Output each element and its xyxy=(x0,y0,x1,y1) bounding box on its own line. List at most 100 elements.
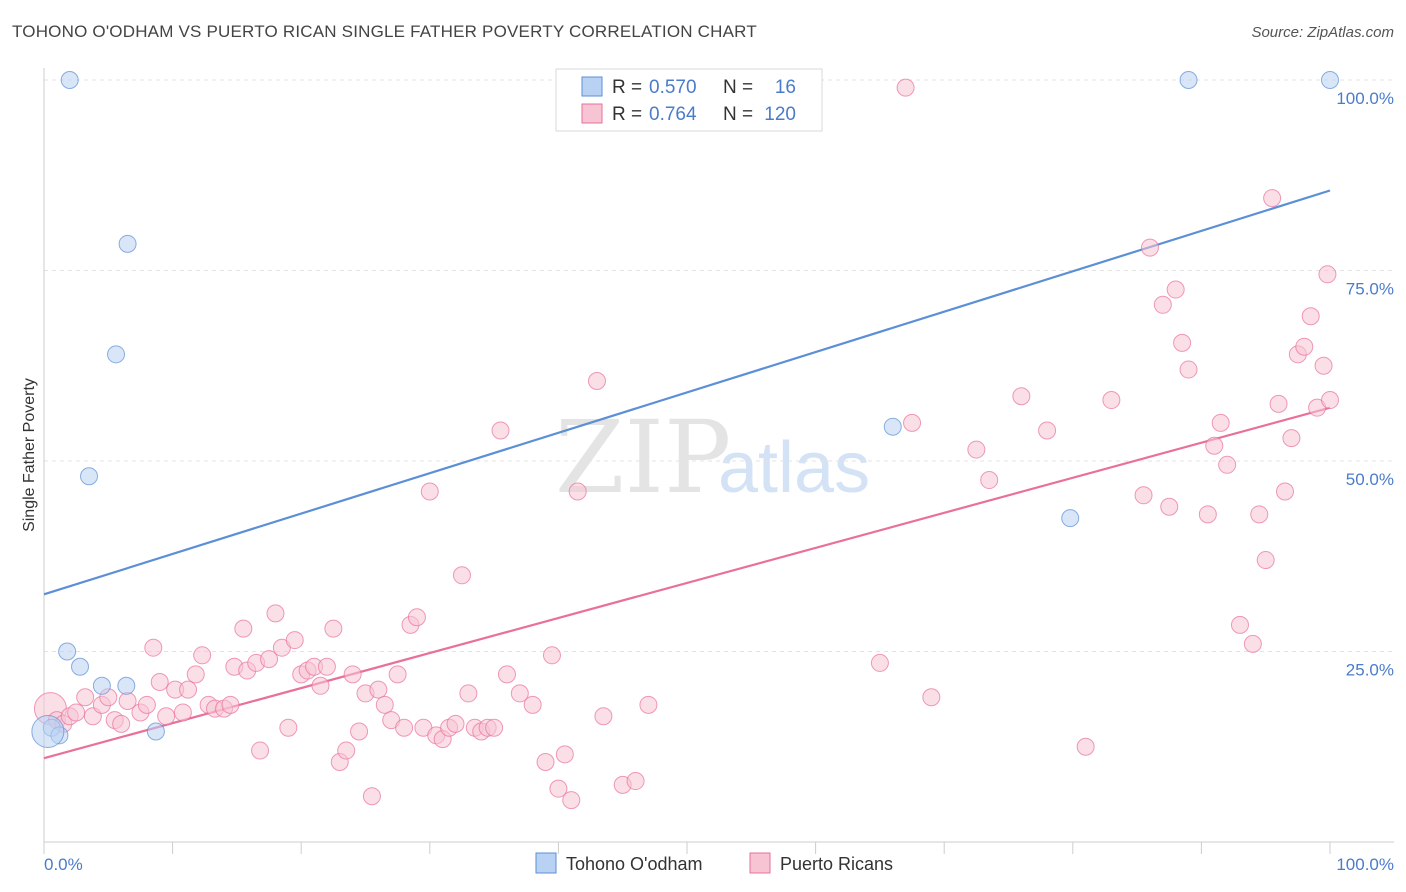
point-puerto-rican xyxy=(337,741,356,760)
point-puerto-rican xyxy=(1218,455,1237,474)
point-puerto-rican xyxy=(369,680,388,699)
point-puerto-rican xyxy=(1275,482,1294,501)
point-puerto-rican xyxy=(150,672,169,691)
legend-swatch-tohono xyxy=(581,76,603,97)
bottom-legend-label-tohono: Tohono O'odham xyxy=(566,854,703,874)
point-puerto-rican xyxy=(76,688,95,707)
point-puerto-rican xyxy=(1256,551,1275,570)
point-puerto-rican xyxy=(1321,391,1339,410)
point-tohono xyxy=(146,722,165,741)
gridlines: 25.0% 50.0% 75.0% 100.0% xyxy=(44,79,1394,680)
point-tohono xyxy=(80,467,99,486)
point-puerto-rican xyxy=(1134,486,1153,505)
point-puerto-rican xyxy=(324,619,343,638)
point-puerto-rican xyxy=(311,676,330,695)
point-puerto-rican xyxy=(234,619,253,638)
point-puerto-rican xyxy=(1230,615,1249,634)
point-puerto-rican xyxy=(350,722,369,741)
point-puerto-rican xyxy=(260,650,279,669)
point-tohono xyxy=(1321,71,1339,89)
point-puerto-rican xyxy=(491,421,510,440)
point-puerto-rican xyxy=(1076,737,1095,756)
point-puerto-rican xyxy=(221,695,240,714)
point-puerto-rican xyxy=(870,653,889,672)
point-puerto-rican xyxy=(395,718,414,737)
legend-r-value-puerto-rican: 0.764 xyxy=(649,104,697,125)
point-puerto-rican xyxy=(549,779,568,798)
watermark-atlas: atlas xyxy=(718,428,870,508)
point-tohono xyxy=(71,657,90,676)
point-puerto-rican xyxy=(420,482,439,501)
trend-line-puerto-rican xyxy=(43,406,1331,760)
point-tohono xyxy=(883,417,902,436)
point-tohono xyxy=(1179,71,1198,89)
y-tick-label-50: 50.0% xyxy=(1346,470,1394,489)
legend-r-label-tohono: R = xyxy=(612,77,642,98)
point-puerto-rican xyxy=(1205,436,1224,455)
point-puerto-rican xyxy=(1250,505,1269,524)
point-puerto-rican xyxy=(279,718,298,737)
point-puerto-rican xyxy=(144,638,163,657)
bottom-legend-swatch-puerto-rican xyxy=(749,852,771,874)
legend-n-value-tohono: 16 xyxy=(775,77,796,98)
y-tick-label-25: 25.0% xyxy=(1346,661,1394,680)
point-puerto-rican xyxy=(388,665,407,684)
point-puerto-rican xyxy=(157,707,176,726)
point-puerto-rican xyxy=(1140,238,1159,257)
point-puerto-rican xyxy=(1198,505,1217,524)
point-puerto-rican xyxy=(1211,413,1230,432)
point-puerto-rican xyxy=(1038,421,1057,440)
point-puerto-rican xyxy=(1263,189,1282,208)
point-puerto-rican xyxy=(362,787,381,806)
point-tohono xyxy=(117,676,136,695)
trend-lines xyxy=(43,189,1331,760)
point-puerto-rican xyxy=(485,718,504,737)
point-puerto-rican xyxy=(1301,307,1320,326)
point-puerto-rican xyxy=(1160,497,1179,516)
point-puerto-rican xyxy=(67,703,86,722)
point-puerto-rican xyxy=(193,646,212,665)
point-puerto-rican xyxy=(112,714,131,733)
point-puerto-rican xyxy=(536,752,555,771)
point-puerto-rican xyxy=(1295,337,1314,356)
point-puerto-rican xyxy=(173,703,192,722)
point-puerto-rican xyxy=(555,745,574,764)
point-puerto-rican xyxy=(285,631,304,650)
x-tick-label-0: 0.0% xyxy=(44,855,83,874)
x-tick-label-100: 100.0% xyxy=(1336,855,1394,874)
point-puerto-rican xyxy=(626,772,645,791)
data-points xyxy=(31,71,1339,810)
source-label: Source: ZipAtlas.com xyxy=(1251,24,1394,41)
point-puerto-rican xyxy=(1269,394,1288,413)
point-tohono xyxy=(31,715,65,749)
point-puerto-rican xyxy=(407,608,426,627)
point-puerto-rican xyxy=(967,440,986,459)
point-puerto-rican xyxy=(903,413,922,432)
y-tick-label-75: 75.0% xyxy=(1346,280,1394,299)
point-tohono xyxy=(60,71,79,89)
point-puerto-rican xyxy=(1173,333,1192,352)
legend-swatch-puerto-rican xyxy=(581,103,603,124)
point-puerto-rican xyxy=(452,566,471,585)
point-puerto-rican xyxy=(137,695,156,714)
chart-title: TOHONO O'ODHAM VS PUERTO RICAN SINGLE FA… xyxy=(12,22,757,41)
point-tohono xyxy=(58,642,77,661)
bottom-legend-label-puerto-rican: Puerto Ricans xyxy=(780,854,893,874)
point-puerto-rican xyxy=(317,657,336,676)
point-puerto-rican xyxy=(266,604,285,623)
legend-n-label-puerto-rican: N = xyxy=(723,104,753,125)
point-puerto-rican xyxy=(1318,265,1337,284)
point-puerto-rican xyxy=(446,714,465,733)
legend-n-label-tohono: N = xyxy=(723,77,753,98)
point-puerto-rican xyxy=(980,471,999,490)
bottom-legend-swatch-tohono xyxy=(535,852,557,874)
legend-r-label-puerto-rican: R = xyxy=(612,104,642,125)
point-puerto-rican xyxy=(1179,360,1198,379)
point-puerto-rican xyxy=(1153,295,1172,314)
legend-r-value-tohono: 0.570 xyxy=(649,77,697,98)
point-puerto-rican xyxy=(896,78,915,97)
point-puerto-rican xyxy=(1166,280,1185,299)
point-puerto-rican xyxy=(179,680,198,699)
point-puerto-rican xyxy=(542,646,561,665)
